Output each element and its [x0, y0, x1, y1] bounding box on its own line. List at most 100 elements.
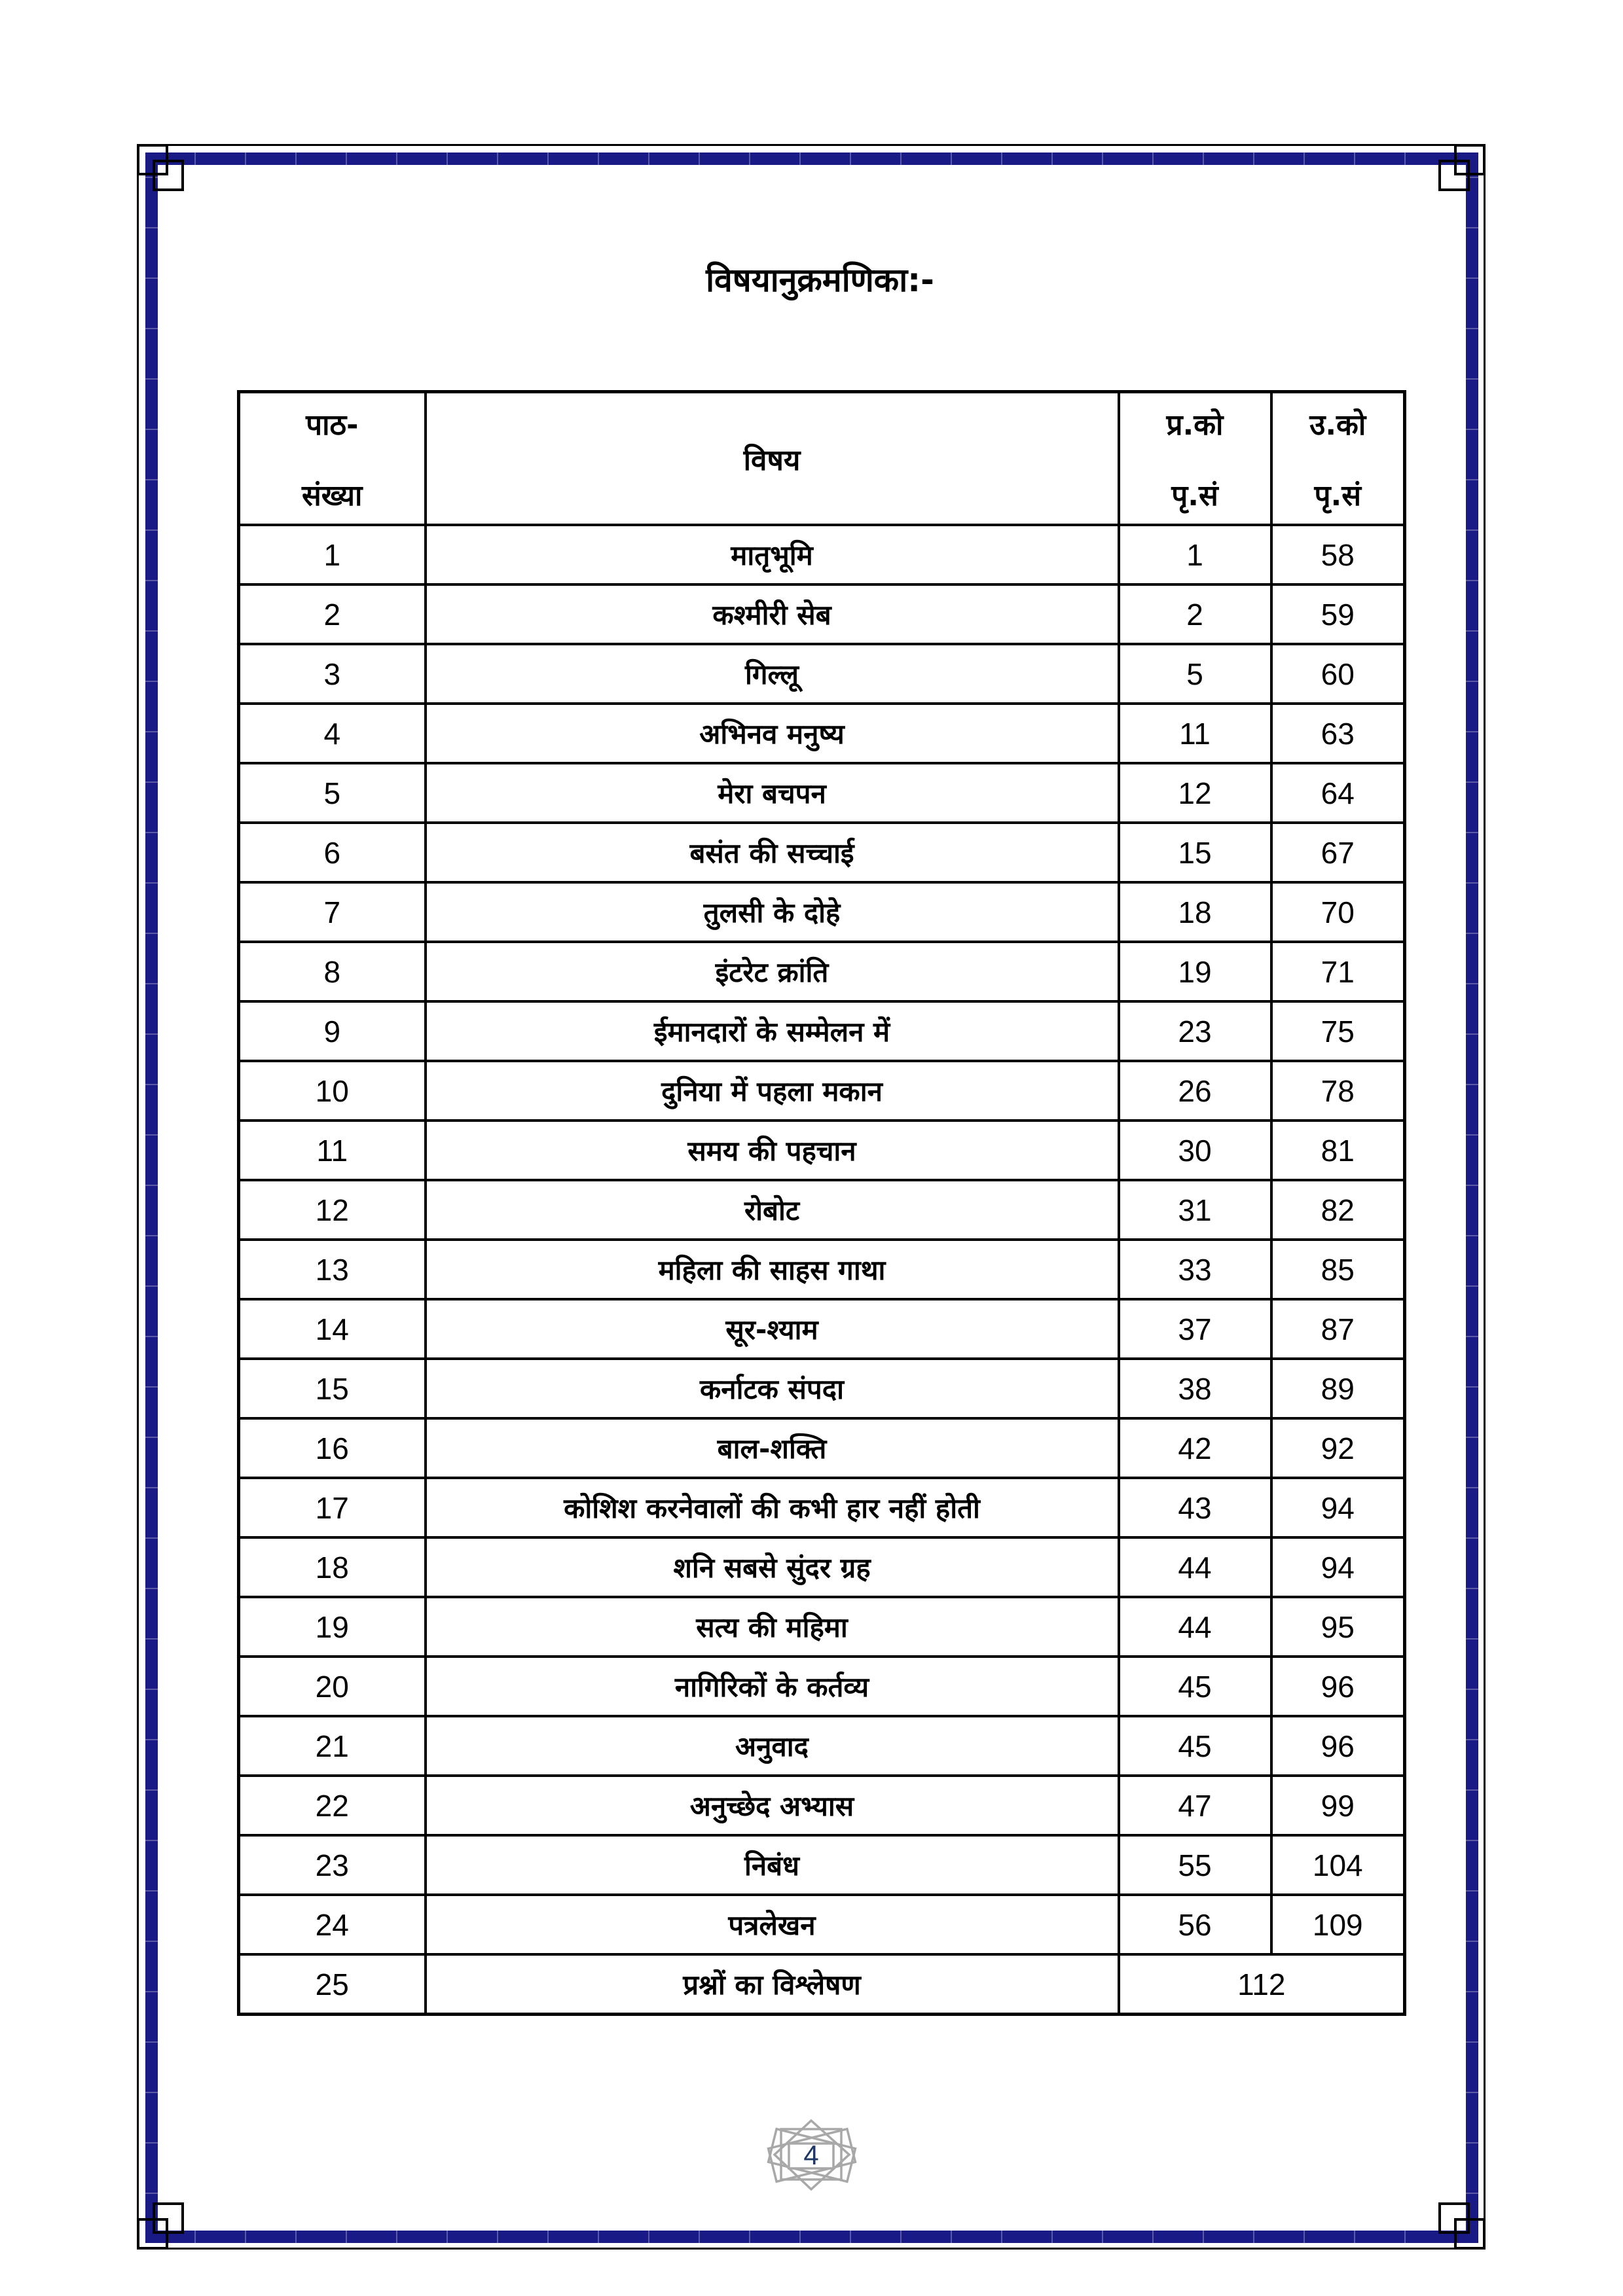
- answer-page-cell: 96: [1269, 1655, 1406, 1717]
- subject-cell: समय की पहचान: [424, 1119, 1120, 1181]
- header-lesson-line2: संख्या: [302, 478, 363, 512]
- table-row: 18 शनि सबसे सुंदर ग्रह 44 94: [237, 1536, 1406, 1598]
- header-lesson-number: पाठ- संख्या: [237, 390, 427, 526]
- page-title: विषयानुक्रमणिका:-: [706, 261, 934, 299]
- subject-cell: अभिनव मनुष्य: [424, 702, 1120, 764]
- subject-cell: नागिरिकों के कर्तव्य: [424, 1655, 1120, 1717]
- subject-cell: मेरा बचपन: [424, 762, 1120, 824]
- lesson-number-cell: 21: [237, 1715, 427, 1777]
- lesson-number-cell: 15: [237, 1357, 427, 1420]
- question-page-cell: 38: [1117, 1357, 1273, 1420]
- answer-page-cell: 94: [1269, 1477, 1406, 1539]
- page-border-band-left: [145, 152, 158, 2243]
- subject-cell: दुनिया में पहला मकान: [424, 1060, 1120, 1122]
- lesson-number-cell: 1: [237, 524, 427, 586]
- answer-page-cell: 58: [1269, 524, 1406, 586]
- table-row: 17 कोशिश करनेवालों की कभी हार नहीं होती 43…: [237, 1477, 1406, 1539]
- page-number-merged-cell: 112: [1117, 1953, 1406, 2016]
- subject-cell: कोशिश करनेवालों की कभी हार नहीं होती: [424, 1477, 1120, 1539]
- table-row: 25 प्रश्नों का विश्लेषण 112: [237, 1953, 1406, 2016]
- answer-page-cell: 75: [1269, 1000, 1406, 1062]
- star-ornament-icon: [767, 2119, 857, 2191]
- lesson-number-cell: 4: [237, 702, 427, 764]
- subject-cell: पत्रलेखन: [424, 1893, 1120, 1956]
- question-page-cell: 12: [1117, 762, 1273, 824]
- answer-page-cell: 94: [1269, 1536, 1406, 1598]
- subject-cell: अनुच्छेद अभ्यास: [424, 1774, 1120, 1837]
- header-question-line2: पृ.सं: [1171, 478, 1218, 512]
- answer-page-cell: 67: [1269, 821, 1406, 884]
- question-page-cell: 33: [1117, 1238, 1273, 1300]
- lesson-number-cell: 10: [237, 1060, 427, 1122]
- answer-page-cell: 71: [1269, 941, 1406, 1003]
- subject-cell: प्रश्नों का विश्लेषण: [424, 1953, 1120, 2016]
- question-page-cell: 30: [1117, 1119, 1273, 1181]
- answer-page-cell: 87: [1269, 1298, 1406, 1360]
- header-subject: विषय: [424, 390, 1120, 526]
- answer-page-cell: 95: [1269, 1596, 1406, 1658]
- corner-ornament: [1438, 160, 1470, 191]
- corner-ornament: [153, 2202, 184, 2234]
- page-number: 4: [803, 2140, 818, 2170]
- contents-table: पाठ- संख्या विषय प्र.को पृ.सं उ.को पृ.सं: [237, 390, 1406, 2016]
- table-row: 15 कर्नाटक संपदा 38 89: [237, 1357, 1406, 1420]
- table-row: 3 गिल्लू 5 60: [237, 643, 1406, 705]
- table-row: 10 दुनिया में पहला मकान 26 78: [237, 1060, 1406, 1122]
- corner-ornament: [153, 160, 184, 191]
- question-page-cell: 44: [1117, 1536, 1273, 1598]
- answer-page-cell: 78: [1269, 1060, 1406, 1122]
- table-row: 9 ईमानदारों के सम्मेलन में 23 75: [237, 1000, 1406, 1062]
- question-page-cell: 26: [1117, 1060, 1273, 1122]
- question-page-cell: 19: [1117, 941, 1273, 1003]
- table-row: 14 सूर-श्याम 37 87: [237, 1298, 1406, 1360]
- table-body: 1 मातृभूमि 1 58 2 कश्मीरी सेब 2 59 3 गिल्लू 5 60 4 अभ…: [237, 524, 1406, 2016]
- answer-page-cell: 85: [1269, 1238, 1406, 1300]
- lesson-number-cell: 7: [237, 881, 427, 943]
- subject-cell: बाल-शक्ति: [424, 1417, 1120, 1479]
- table-row: 12 रोबोट 31 82: [237, 1179, 1406, 1241]
- subject-cell: कश्मीरी सेब: [424, 583, 1120, 645]
- subject-cell: शनि सबसे सुंदर ग्रह: [424, 1536, 1120, 1598]
- answer-page-cell: 89: [1269, 1357, 1406, 1420]
- table-row: 24 पत्रलेखन 56 109: [237, 1893, 1406, 1956]
- question-page-cell: 5: [1117, 643, 1273, 705]
- lesson-number-cell: 23: [237, 1834, 427, 1896]
- answer-page-cell: 64: [1269, 762, 1406, 824]
- question-page-cell: 56: [1117, 1893, 1273, 1956]
- table-row: 7 तुलसी के दोहे 18 70: [237, 881, 1406, 943]
- subject-cell: गिल्लू: [424, 643, 1120, 705]
- table-row: 19 सत्य की महिमा 44 95: [237, 1596, 1406, 1658]
- header-answer-page: उ.को पृ.सं: [1269, 390, 1406, 526]
- question-page-cell: 44: [1117, 1596, 1273, 1658]
- page-number-badge: 4: [767, 2119, 857, 2191]
- header-question-page: प्र.को पृ.सं: [1117, 390, 1273, 526]
- lesson-number-cell: 3: [237, 643, 427, 705]
- page-border-band-bottom: [145, 2231, 1478, 2243]
- page-border-line: [137, 144, 1486, 2250]
- table-row: 22 अनुच्छेद अभ्यास 47 99: [237, 1774, 1406, 1837]
- table-row: 2 कश्मीरी सेब 2 59: [237, 583, 1406, 645]
- header-lesson-line1: पाठ-: [306, 408, 359, 442]
- lesson-number-cell: 25: [237, 1953, 427, 2016]
- subject-cell: बसंत की सच्चाई: [424, 821, 1120, 884]
- question-page-cell: 45: [1117, 1655, 1273, 1717]
- table-row: 16 बाल-शक्ति 42 92: [237, 1417, 1406, 1479]
- table-row: 13 महिला की साहस गाथा 33 85: [237, 1238, 1406, 1300]
- table-row: 4 अभिनव मनुष्य 11 63: [237, 702, 1406, 764]
- table-row: 11 समय की पहचान 30 81: [237, 1119, 1406, 1181]
- question-page-cell: 11: [1117, 702, 1273, 764]
- lesson-number-cell: 2: [237, 583, 427, 645]
- question-page-cell: 47: [1117, 1774, 1273, 1837]
- table-row: 20 नागिरिकों के कर्तव्य 45 96: [237, 1655, 1406, 1717]
- subject-cell: इंटरेट क्रांति: [424, 941, 1120, 1003]
- lesson-number-cell: 16: [237, 1417, 427, 1479]
- table-row: 1 मातृभूमि 1 58: [237, 524, 1406, 586]
- question-page-cell: 15: [1117, 821, 1273, 884]
- subject-cell: रोबोट: [424, 1179, 1120, 1241]
- table-header-row: पाठ- संख्या विषय प्र.को पृ.सं उ.को पृ.सं: [237, 390, 1406, 526]
- question-page-cell: 37: [1117, 1298, 1273, 1360]
- lesson-number-cell: 24: [237, 1893, 427, 1956]
- question-page-cell: 45: [1117, 1715, 1273, 1777]
- lesson-number-cell: 8: [237, 941, 427, 1003]
- answer-page-cell: 92: [1269, 1417, 1406, 1479]
